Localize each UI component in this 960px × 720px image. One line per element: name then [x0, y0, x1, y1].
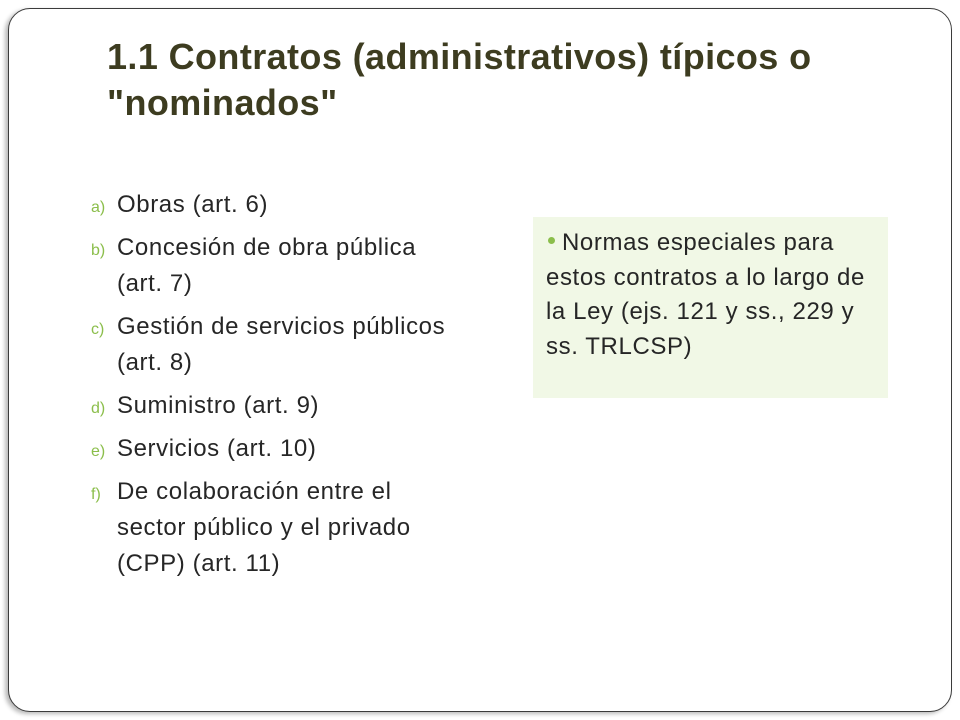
- list-item-text: Suministro (art. 9): [117, 388, 319, 424]
- slide-title: 1.1 Contratos (administrativos) típicos …: [107, 34, 812, 126]
- list-marker: c): [91, 321, 105, 338]
- list-item: b) Concesión de obra pública (art. 7): [91, 230, 445, 302]
- list-item-line: Concesión de obra pública: [117, 234, 417, 261]
- list-item-text: Gestión de servicios públicos (art. 8): [117, 309, 445, 381]
- list-item: d) Suministro (art. 9): [91, 388, 445, 424]
- note-box: Normas especiales para estos contratos a…: [533, 217, 888, 398]
- list-marker: d): [91, 400, 106, 417]
- list-item: e) Servicios (art. 10): [91, 431, 445, 467]
- bullet-icon: [548, 237, 555, 245]
- list-item: a) Obras (art. 6): [91, 187, 445, 223]
- contract-type-list: a) Obras (art. 6) b) Concesión de obra p…: [91, 187, 445, 589]
- list-item: f) De colaboración entre el sector públi…: [91, 474, 445, 582]
- note-line-text: Normas especiales para: [562, 229, 834, 256]
- list-item-text: Concesión de obra pública (art. 7): [117, 230, 416, 302]
- list-marker: a): [91, 199, 106, 216]
- note-line: ss. TRLCSP): [546, 333, 693, 361]
- slide-title-line: "nominados": [107, 82, 338, 123]
- list-marker: e): [91, 443, 106, 460]
- list-item-line: Servicios (art. 10): [117, 435, 317, 462]
- list-marker: f): [91, 486, 101, 503]
- list-item-line: De colaboración entre el: [117, 478, 392, 505]
- list-item-line: Obras (art. 6): [117, 191, 269, 218]
- list-item: c) Gestión de servicios públicos (art. 8…: [91, 309, 445, 381]
- note-line: estos contratos a lo largo de: [546, 263, 865, 291]
- slide-title-line: 1.1 Contratos (administrativos) típicos …: [107, 36, 812, 77]
- list-item-line: (CPP) (art. 11): [117, 550, 281, 577]
- list-item-line: sector público y el privado: [117, 514, 411, 541]
- list-item-text: De colaboración entre el sector público …: [117, 474, 411, 582]
- list-item-line: Gestión de servicios públicos: [117, 313, 446, 340]
- list-marker: b): [91, 242, 106, 259]
- list-item-line: (art. 7): [117, 270, 193, 297]
- note-line: Normas especiales para: [546, 226, 888, 261]
- list-item-line: Suministro (art. 9): [117, 392, 320, 419]
- list-item-text: Obras (art. 6): [117, 187, 268, 223]
- note-line: la Ley (ejs. 121 y ss., 229 y: [546, 298, 855, 326]
- list-item-line: (art. 8): [117, 349, 193, 376]
- list-item-text: Servicios (art. 10): [117, 431, 316, 467]
